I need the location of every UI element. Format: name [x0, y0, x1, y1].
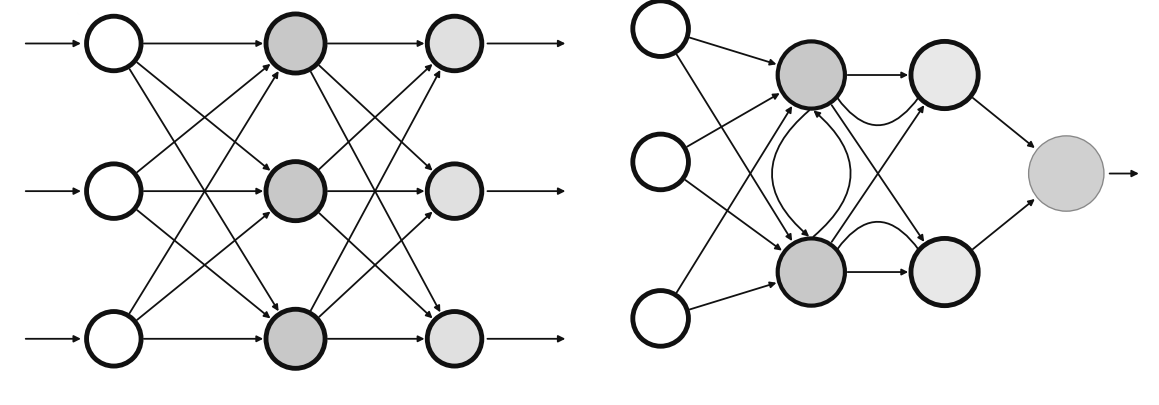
Circle shape	[428, 164, 482, 218]
Circle shape	[1029, 136, 1103, 211]
Circle shape	[633, 290, 688, 346]
Circle shape	[87, 16, 141, 71]
Circle shape	[778, 239, 845, 306]
Circle shape	[87, 164, 141, 218]
Circle shape	[911, 41, 978, 109]
Circle shape	[428, 16, 482, 71]
Circle shape	[87, 311, 141, 366]
Circle shape	[267, 162, 325, 221]
Circle shape	[267, 309, 325, 368]
Circle shape	[778, 41, 845, 109]
Circle shape	[428, 311, 482, 366]
Circle shape	[633, 1, 688, 56]
Circle shape	[633, 134, 688, 190]
Circle shape	[267, 14, 325, 73]
Circle shape	[911, 239, 978, 306]
